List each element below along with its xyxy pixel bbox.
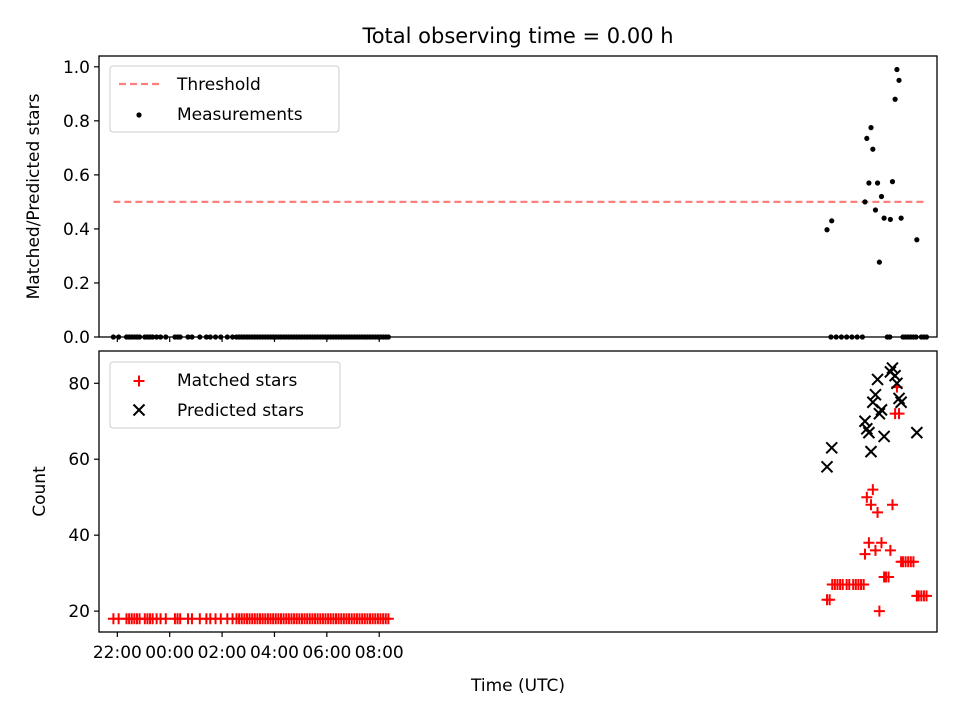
matched-star-point — [863, 537, 875, 549]
measurement-point — [896, 77, 902, 83]
predicted-stars-legend-label: Predicted stars — [177, 401, 304, 421]
y-axis-label: Count — [30, 466, 50, 517]
measurement-point — [870, 146, 876, 152]
measurement-point — [864, 135, 870, 142]
predicted-star-point — [892, 392, 906, 405]
predicted-star-point — [869, 388, 882, 401]
y-tick-label: 0.6 — [63, 166, 90, 186]
matched-star-point — [884, 544, 896, 556]
y-tick-label: 20 — [68, 602, 90, 622]
predicted-stars-swatch — [132, 403, 146, 417]
predicted-star-point — [864, 445, 878, 458]
matched-stars-swatch — [133, 375, 145, 387]
measurement-point — [829, 218, 835, 224]
matched-star-point — [875, 537, 887, 549]
matched-star-point — [382, 613, 394, 625]
matched-star-point — [893, 408, 905, 420]
matched-star-point — [858, 579, 870, 591]
top-plot-frame — [98, 55, 938, 338]
measurement-point — [914, 237, 920, 243]
measurement-point — [876, 259, 882, 265]
matched-star-point — [921, 590, 933, 602]
predicted-star-point — [888, 369, 902, 382]
count-panel: 20 40 60 80 22:00 00:00 02:00 04:00 06:00 08:00 Co… — [30, 350, 938, 663]
matched-star-point — [867, 484, 879, 496]
predicted-star-point — [877, 430, 891, 443]
y-tick-label: 80 — [68, 374, 90, 394]
y-tick-label: 60 — [68, 450, 90, 470]
predicted-star-point — [894, 396, 908, 409]
measurements-legend-label: Measurements — [177, 105, 303, 125]
matched-star-point — [907, 556, 919, 568]
y-tick-label: 0.2 — [63, 274, 90, 294]
matched-star-point — [872, 506, 884, 518]
matched-star-point — [824, 594, 836, 606]
ratio-panel: 0.0 0.2 0.4 0.6 0.8 1.0 Matched/Predicted star… — [24, 55, 938, 348]
measurement-point — [824, 227, 830, 233]
top-legend: Threshold Measurements — [109, 65, 340, 133]
x-axis-label: Time (UTC) — [470, 676, 565, 696]
matched-star-point — [883, 571, 895, 583]
measurement-point — [894, 66, 900, 73]
threshold-legend-label: Threshold — [176, 75, 261, 95]
measurement-point — [866, 180, 872, 186]
predicted-star-point — [858, 415, 872, 428]
matched-star-point — [886, 499, 898, 511]
y-tick-label: 40 — [68, 526, 90, 546]
y-tick-label: 0.0 — [63, 328, 90, 348]
y-tick-label: 1.0 — [63, 58, 90, 78]
predicted-star-point — [820, 460, 834, 474]
measurement-point — [898, 215, 904, 221]
x-tick-label: 04:00 — [250, 643, 299, 663]
x-tick-label: 02:00 — [198, 643, 247, 663]
x-tick-label: 06:00 — [302, 643, 351, 663]
matched-star-point — [865, 499, 877, 511]
legend-frame — [109, 65, 340, 133]
chart-title: Total observing time = 0.00 h — [361, 24, 673, 48]
matched-star-point — [869, 544, 881, 556]
measurement-point — [868, 125, 874, 131]
measurement-point — [892, 96, 898, 102]
bottom-legend: Matched stars Predicted stars — [109, 361, 341, 429]
bottom-plot-frame — [98, 350, 938, 633]
x-tick-label: 22:00 — [93, 643, 142, 663]
predicted-star-point — [862, 426, 876, 439]
measurements-swatch — [136, 112, 142, 118]
matched-star-point — [859, 548, 871, 560]
x-tick-label: 08:00 — [355, 643, 404, 663]
y-axis-label: Matched/Predicted stars — [24, 93, 44, 299]
predicted-star-point — [886, 361, 899, 375]
predicted-star-point — [825, 441, 838, 455]
legend-frame — [109, 361, 341, 429]
measurement-point — [872, 207, 879, 213]
measurement-point — [889, 179, 896, 185]
y-tick-label: 0.8 — [63, 112, 90, 132]
measurement-point — [881, 215, 887, 221]
measurement-point — [887, 216, 893, 223]
matched-stars-legend-label: Matched stars — [177, 371, 297, 391]
measurement-point — [862, 199, 868, 205]
y-tick-label: 0.4 — [63, 220, 90, 240]
measurement-point — [874, 180, 881, 186]
predicted-star-point — [873, 407, 886, 420]
predicted-star-point — [875, 403, 888, 417]
measurement-point — [878, 193, 885, 200]
x-tick-label: 00:00 — [145, 643, 194, 663]
predicted-star-point — [860, 422, 874, 436]
predicted-star-point — [890, 377, 904, 390]
predicted-star-point — [910, 426, 924, 439]
matched-star-point — [861, 491, 873, 503]
predicted-star-point — [871, 373, 884, 386]
matched-star-point — [873, 605, 885, 617]
